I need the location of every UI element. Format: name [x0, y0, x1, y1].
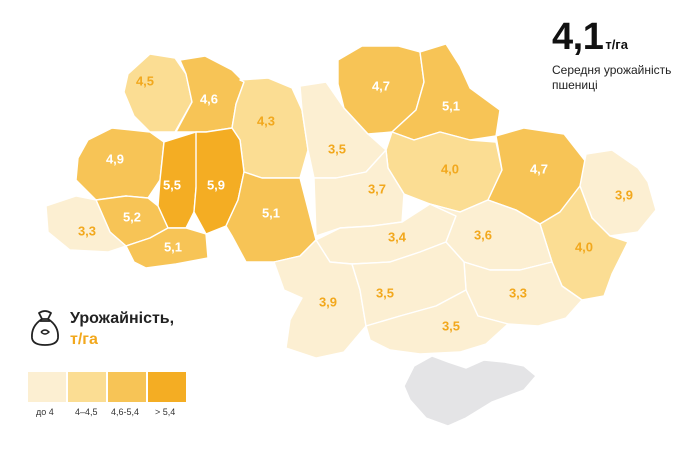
region-value-cherkasy: 3,7 — [368, 181, 386, 196]
region-value-kirovohrad: 3,4 — [388, 229, 407, 244]
grain-sack-icon — [31, 310, 59, 346]
legend-label-2: 4,6-5,4 — [111, 407, 140, 417]
region-value-dnipropetrovsk: 3,6 — [474, 227, 492, 242]
average-yield-headline: 4,1 т/га Середня урожайність пшениці — [552, 16, 687, 93]
legend-swatch-3 — [148, 372, 186, 402]
region-value-kyiv: 3,5 — [328, 141, 346, 156]
region-value-lviv: 4,9 — [106, 151, 124, 166]
region-value-ivano-frankivsk: 5,2 — [123, 209, 141, 224]
region-value-ternopil: 5,5 — [163, 177, 181, 192]
region-value-chernihiv: 4,7 — [372, 78, 390, 93]
legend-swatch-2 — [108, 372, 146, 402]
caption-line-2: пшениці — [552, 78, 598, 92]
legend-label-1: 4–4,5 — [75, 407, 98, 417]
region-odesa — [273, 239, 367, 359]
region-cherkasy — [313, 149, 405, 237]
legend-swatch-0 — [28, 372, 66, 402]
legend-label-3: > 5,4 — [155, 407, 176, 417]
region-value-volyn: 4,5 — [136, 73, 154, 88]
region-value-donetsk: 4,0 — [575, 239, 593, 254]
average-yield-unit: т/га — [605, 37, 628, 52]
legend-unit: т/га — [70, 331, 98, 348]
legend-scale-labels: до 4 4–4,5 4,6-5,4 > 5,4 — [28, 407, 198, 421]
region-chernivtsi — [125, 227, 209, 269]
region-value-mykolaiv: 3,5 — [376, 285, 394, 300]
legend-title: Урожайність, — [70, 310, 175, 327]
legend-swatch-1 — [68, 372, 106, 402]
caption-line-1: Середня урожайність — [552, 63, 672, 77]
region-value-khmelnytskyi: 5,9 — [207, 177, 225, 192]
region-value-zaporizhzhia: 3,3 — [509, 285, 527, 300]
region-value-zakarpattia: 3,3 — [78, 223, 96, 238]
region-value-odesa: 3,9 — [319, 294, 337, 309]
region-value-poltava: 4,0 — [441, 161, 459, 176]
region-kherson — [365, 289, 509, 355]
region-value-luhansk: 3,9 — [615, 187, 633, 202]
average-yield-value: 4,1 — [552, 16, 604, 58]
average-yield-caption: Середня урожайність пшениці — [552, 63, 687, 93]
region-value-sumy: 5,1 — [442, 98, 460, 113]
region-value-zhytomyr: 4,3 — [257, 113, 275, 128]
region-value-kherson: 3,5 — [442, 318, 460, 333]
legend-label-0: до 4 — [36, 407, 54, 417]
region-value-kharkiv: 4,7 — [530, 161, 548, 176]
region-crimea — [403, 355, 537, 427]
region-value-rivne: 4,6 — [200, 91, 218, 106]
region-value-vinnytsia: 5,1 — [262, 205, 280, 220]
region-value-chernivtsi: 5,1 — [164, 239, 182, 254]
legend-scale — [28, 372, 188, 402]
